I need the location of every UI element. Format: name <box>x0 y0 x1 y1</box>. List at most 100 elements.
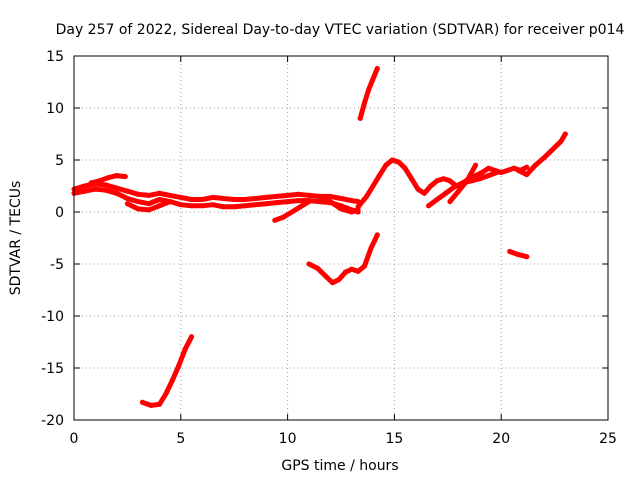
data-point <box>169 378 175 383</box>
data-point <box>263 201 269 207</box>
data-point <box>323 274 329 279</box>
data-point <box>124 201 130 207</box>
data-point <box>357 115 363 121</box>
data-point <box>139 399 145 405</box>
data-point <box>146 207 152 213</box>
data-point <box>263 194 269 200</box>
data-point <box>297 204 303 210</box>
data-markers <box>71 66 568 408</box>
data-point <box>498 170 504 175</box>
data-point <box>447 178 453 184</box>
data-point <box>221 196 226 201</box>
data-point <box>156 197 162 202</box>
data-point <box>428 183 434 189</box>
data-point <box>182 346 188 352</box>
data-point <box>146 201 152 207</box>
data-point <box>374 66 380 71</box>
data-point <box>210 194 216 200</box>
data-point <box>242 197 248 202</box>
data-point <box>524 164 530 170</box>
data-point <box>376 173 382 179</box>
data-point <box>189 203 194 209</box>
data-point <box>167 199 173 205</box>
data-point <box>306 192 312 198</box>
data-point <box>156 401 162 407</box>
grid-lines <box>74 56 608 420</box>
data-point <box>389 157 395 163</box>
data-point <box>327 193 333 199</box>
data-point <box>415 186 421 192</box>
data-point <box>550 147 555 153</box>
data-point <box>156 203 162 209</box>
data-point <box>507 249 513 254</box>
series-line-arc-13-14h-high <box>357 66 380 121</box>
x-tick-label: 20 <box>492 431 510 447</box>
data-point <box>105 175 111 181</box>
data-point <box>103 182 109 188</box>
data-point <box>515 167 521 173</box>
data-point <box>443 190 449 196</box>
axis-ticks: 0 5 10 15 20 25 -20 -15 -10 -5 0 5 10 15 <box>41 49 617 447</box>
data-point <box>167 192 173 198</box>
series-line-arc-12h-low <box>306 232 380 286</box>
data-point <box>148 402 154 408</box>
data-point <box>342 269 348 275</box>
data-point <box>317 196 323 201</box>
data-point <box>409 176 414 182</box>
x-tick-label: 10 <box>279 431 297 447</box>
data-point <box>524 254 530 260</box>
data-point <box>306 261 312 267</box>
data-point <box>456 188 461 194</box>
series-line-arc-main-a <box>71 181 361 205</box>
data-point <box>114 190 120 196</box>
data-point <box>327 199 333 205</box>
data-point <box>338 206 344 212</box>
y-tick-label: 10 <box>46 101 64 117</box>
x-tick-label: 15 <box>385 431 403 447</box>
data-point <box>272 217 278 223</box>
data-point <box>199 203 205 209</box>
data-point <box>355 204 361 210</box>
y-tick-label: -5 <box>50 257 64 273</box>
data-point <box>176 363 182 369</box>
data-point <box>280 214 286 220</box>
data-point <box>231 204 237 210</box>
y-tick-label: 5 <box>55 153 64 169</box>
y-tick-label: 0 <box>55 205 64 221</box>
data-point <box>364 193 370 199</box>
data-point <box>434 197 440 202</box>
data-point <box>135 191 141 197</box>
data-point <box>156 190 162 196</box>
data-point <box>274 200 280 206</box>
data-point <box>370 183 376 189</box>
data-point <box>349 266 355 272</box>
data-point <box>511 165 517 171</box>
data-point <box>306 199 312 205</box>
data-point <box>189 334 194 340</box>
data-point <box>274 193 280 199</box>
data-point <box>562 131 568 137</box>
data-point <box>199 197 205 202</box>
data-point <box>231 197 237 202</box>
data-point <box>285 192 291 198</box>
data-point <box>242 203 248 209</box>
data-point <box>295 191 301 197</box>
data-point <box>464 178 470 184</box>
data-point <box>494 170 500 175</box>
data-point <box>362 263 367 269</box>
y-axis-label: SDTVAR / TECUs <box>8 181 24 296</box>
data-point <box>135 206 141 212</box>
data-point <box>336 277 342 283</box>
series-line-arc-main-c <box>355 157 530 210</box>
data-point <box>330 280 335 286</box>
data-point <box>505 167 511 173</box>
chart-title: Day 257 of 2022, Sidereal Day-to-day VTE… <box>56 22 625 38</box>
data-point <box>524 172 530 178</box>
data-point <box>485 173 491 179</box>
data-point <box>88 180 94 186</box>
plot-border <box>73 55 609 421</box>
data-point <box>477 176 483 182</box>
data-point <box>441 176 446 182</box>
data-point <box>396 159 402 165</box>
x-tick-label: 25 <box>599 431 617 447</box>
